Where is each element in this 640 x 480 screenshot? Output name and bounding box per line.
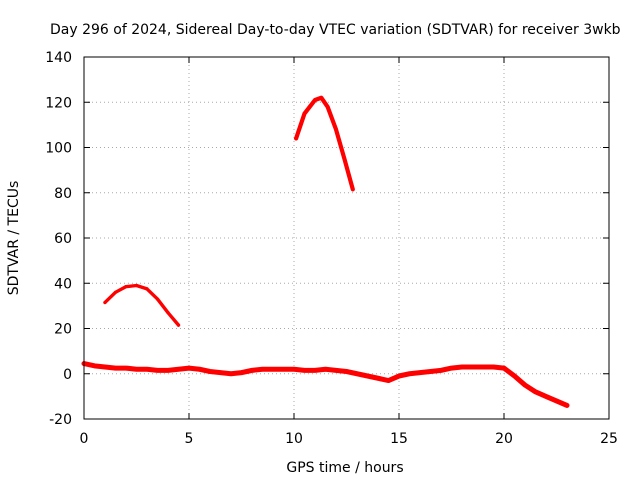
x-tick-label-0: 0: [80, 431, 89, 447]
series-1-point-24: [323, 367, 328, 372]
series-1-point-30: [386, 378, 391, 383]
series-1-point-44: [533, 390, 538, 394]
series-1-point-5: [124, 366, 128, 370]
series-2-line: [103, 283, 181, 327]
series-1-point-28: [365, 374, 370, 378]
series-layer: [81, 95, 570, 408]
series-1-point-18: [260, 367, 265, 372]
series-2-point-2: [113, 290, 118, 294]
series-2-point-1: [103, 300, 107, 305]
series-2-point-5: [145, 287, 149, 291]
x-tick-label-10: 10: [285, 431, 303, 447]
series-1-point-9: [166, 368, 170, 373]
series-1-point-10: [176, 367, 181, 372]
series-1-point-26: [344, 369, 349, 374]
series-1-point-46: [554, 399, 559, 403]
series-2-point-3: [124, 285, 128, 289]
series-1-point-12: [197, 367, 202, 372]
series-1-point-8: [155, 368, 160, 373]
series-1-point-47: [565, 403, 569, 408]
series-1-point-20: [281, 367, 286, 372]
y-tick-label-80: 80: [54, 186, 72, 202]
series-1-point-43: [523, 383, 527, 387]
y-tick-label-140: 140: [45, 50, 72, 66]
y-tick-label-120: 120: [45, 95, 72, 111]
chart-title: Day 296 of 2024, Sidereal Day-to-day VTE…: [50, 22, 621, 38]
series-1-point-36: [449, 366, 454, 370]
series-2-point-4: [134, 283, 139, 288]
y-tick-label-0: 0: [63, 367, 72, 383]
series-1-point-25: [334, 368, 338, 373]
series-1-point-41: [502, 366, 506, 370]
grid-layer: [84, 57, 609, 419]
series-1-point-2: [92, 364, 97, 368]
series-1-point-15: [229, 371, 233, 376]
series-1-point-34: [428, 369, 433, 374]
series-2-point-6: [155, 297, 160, 301]
x-tick-label-20: 20: [495, 431, 513, 447]
series-2-point-7: [166, 311, 170, 315]
series-1-point-42: [512, 374, 517, 378]
series-1-point-14: [218, 370, 223, 375]
series-3-point-6: [334, 127, 338, 131]
series-1-point-21: [292, 367, 296, 372]
series-1-point-40: [491, 365, 496, 369]
series-1-point-13: [208, 369, 212, 374]
series-3-point-1: [294, 136, 298, 141]
series-3-point-8: [351, 187, 355, 191]
series-2-point-8: [176, 323, 181, 327]
series-1-point-17: [250, 368, 254, 373]
series-1-point-11: [187, 366, 191, 370]
series-1-point-16: [239, 370, 244, 375]
series-1-point-31: [397, 374, 401, 378]
series-1-point-33: [418, 370, 422, 375]
series-1-point-4: [113, 366, 118, 370]
y-tick-label-60: 60: [54, 231, 72, 247]
series-1-point-19: [271, 367, 275, 372]
y-tick-label-100: 100: [45, 141, 72, 157]
series-1-point-23: [313, 368, 317, 373]
series-1-point-29: [376, 376, 380, 381]
axis-layer: [83, 56, 610, 420]
series-1-point-35: [439, 368, 443, 373]
y-axis-label: SDTVAR / TECUs: [6, 181, 22, 296]
series-1-point-6: [134, 367, 139, 372]
series-3-point-5: [326, 105, 330, 109]
series-1-point-22: [302, 368, 307, 373]
series-1-point-38: [470, 365, 475, 369]
series-3-point-3: [313, 98, 317, 102]
series-3-point-7: [342, 157, 346, 161]
x-axis-label: GPS time / hours: [286, 460, 403, 476]
x-tick-label-15: 15: [390, 431, 408, 447]
series-3-line: [294, 95, 355, 192]
series-1-point-3: [103, 365, 107, 369]
y-tick-label-minus-20: -20: [49, 412, 72, 428]
series-3-point-4: [319, 96, 323, 100]
x-tick-label-25: 25: [600, 431, 618, 447]
series-3-point-2: [302, 111, 307, 116]
x-tick-label-5: 5: [185, 431, 194, 447]
series-1-point-32: [407, 371, 412, 376]
series-1-point-39: [481, 365, 485, 369]
series-1-point-27: [355, 371, 359, 376]
y-tick-label-20: 20: [54, 322, 72, 338]
tick-label-layer: 0 5 10 15 20 25 -20 0 20 40 60 80 100 120 140: [45, 50, 618, 447]
series-1-point-37: [460, 365, 464, 369]
y-tick-label-40: 40: [54, 276, 72, 292]
series-1-point-7: [145, 367, 149, 372]
series-1-point-45: [544, 394, 548, 399]
